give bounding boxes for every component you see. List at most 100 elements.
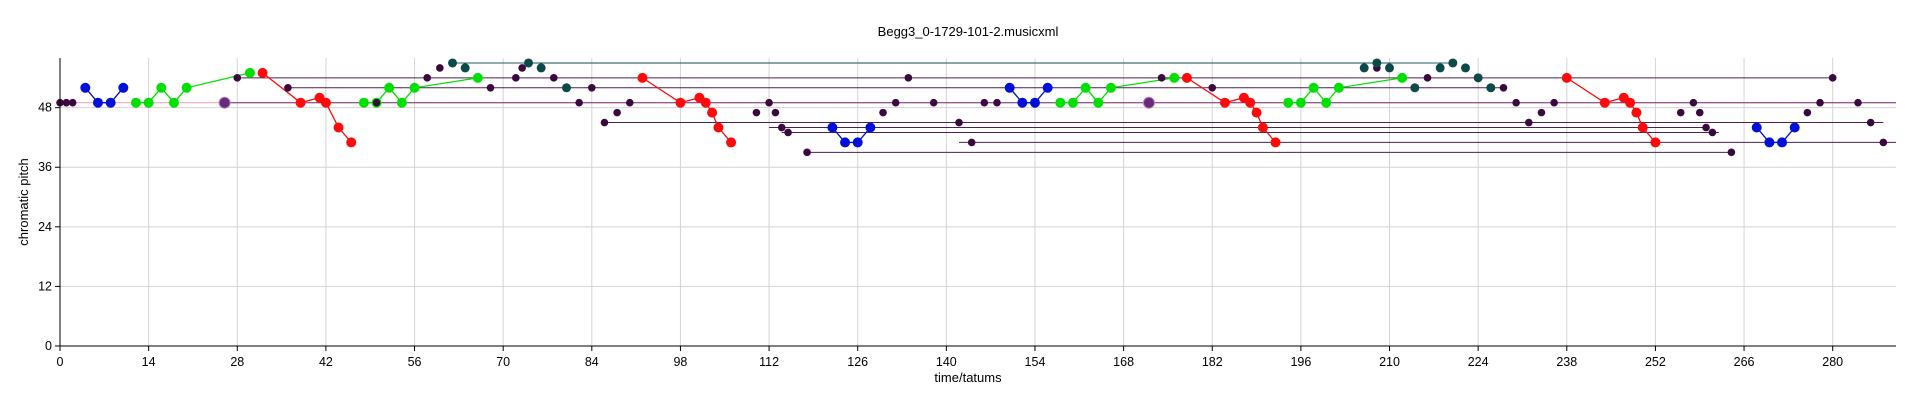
note-point (1333, 82, 1344, 93)
note-point (1219, 97, 1230, 108)
note-point (726, 137, 737, 148)
note-point (700, 97, 711, 108)
note-point (1245, 97, 1256, 108)
x-tick-label: 224 (1468, 355, 1489, 369)
x-tick-label: 126 (847, 355, 868, 369)
note-point (967, 138, 976, 147)
note-point (1359, 63, 1369, 73)
note-point (448, 58, 458, 68)
note-point (827, 122, 838, 133)
note-point (244, 67, 255, 78)
note-point (62, 98, 71, 107)
note-point (1308, 82, 1319, 93)
axes: 0 14 28 42 56 70 84 98 112 126 140 154 168 182 196 210 2… (38, 58, 1896, 369)
note-point (1410, 83, 1420, 93)
segment-line (1060, 77, 1175, 104)
note-point (561, 83, 571, 93)
note-point (1295, 97, 1306, 108)
note-point (675, 97, 686, 108)
x-tick-label: 42 (319, 355, 333, 369)
y-tick-label: 48 (38, 101, 52, 115)
note-point (358, 97, 369, 108)
note-point (840, 137, 851, 148)
note-point (333, 122, 344, 133)
segment-line (1756, 127, 1796, 144)
note-point (1525, 118, 1533, 127)
x-tick-label: 266 (1734, 355, 1755, 369)
note-point (372, 98, 381, 107)
note-point (1473, 73, 1483, 83)
x-tick-label: 238 (1556, 355, 1577, 369)
note-point (707, 107, 718, 118)
segment-line (363, 77, 478, 104)
note-point (752, 108, 761, 117)
x-tick-label: 196 (1290, 355, 1311, 369)
note-point (1689, 98, 1698, 107)
note-point (168, 97, 179, 108)
note-point (1550, 98, 1558, 107)
note-point (1828, 74, 1837, 82)
note-point (523, 58, 533, 68)
note-point (929, 98, 938, 107)
note-point (1625, 97, 1636, 108)
segment-line (84, 87, 124, 104)
note-point (1157, 74, 1166, 82)
note-point (1866, 118, 1875, 127)
x-tick-label: 14 (142, 355, 156, 369)
note-point (1631, 107, 1642, 118)
note-point (181, 82, 192, 93)
note-point (1599, 97, 1610, 108)
note-point (1561, 72, 1572, 83)
note-point (130, 97, 141, 108)
note-point (993, 98, 1001, 107)
note-point (1397, 72, 1408, 83)
note-point (512, 74, 520, 82)
note-point (1142, 96, 1155, 109)
note-point (879, 108, 887, 117)
x-tick-label: 98 (673, 355, 687, 369)
note-point (1093, 97, 1104, 108)
segment-line (135, 72, 251, 104)
note-point (346, 137, 357, 148)
note-point (1789, 122, 1800, 133)
note-point (80, 82, 91, 93)
note-point (1650, 137, 1661, 148)
note-point (713, 122, 724, 133)
note-point (1105, 82, 1116, 93)
note-point (1270, 137, 1281, 148)
note-point (1777, 137, 1788, 148)
note-point (472, 72, 483, 83)
note-point (1017, 97, 1028, 108)
note-point (550, 74, 558, 82)
note-point (423, 74, 432, 82)
note-point (1004, 82, 1015, 93)
note-point (1499, 83, 1508, 92)
x-tick-label: 56 (408, 355, 422, 369)
note-point (1854, 98, 1862, 107)
note-point (1042, 82, 1053, 93)
note-point (384, 82, 395, 93)
note-point (1695, 108, 1704, 117)
note-point (955, 118, 963, 127)
x-tick-label: 168 (1113, 355, 1134, 369)
note-point (284, 83, 292, 92)
note-point (118, 82, 129, 93)
note-point (92, 97, 103, 108)
note-point (1435, 63, 1445, 73)
note-point (1727, 148, 1736, 157)
x-tick-label: 252 (1645, 355, 1666, 369)
x-tick-label: 140 (936, 355, 957, 369)
note-point (436, 64, 444, 72)
y-axis-label: chromatic pitch (16, 158, 31, 245)
note-point (320, 97, 331, 108)
note-point (1702, 123, 1710, 132)
y-tick-label: 36 (38, 160, 52, 174)
note-point (891, 98, 900, 107)
note-point (1537, 108, 1546, 117)
note-point (1764, 137, 1775, 148)
note-point (1029, 97, 1040, 108)
x-tick-label: 70 (496, 355, 510, 369)
note-point (1080, 82, 1091, 93)
note-point (257, 67, 268, 78)
